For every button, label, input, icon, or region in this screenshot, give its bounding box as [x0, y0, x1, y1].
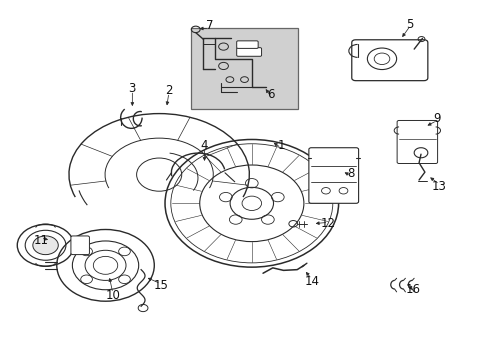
FancyBboxPatch shape: [236, 41, 258, 48]
Text: 3: 3: [128, 82, 136, 95]
Text: 7: 7: [205, 19, 213, 32]
Circle shape: [33, 236, 58, 255]
Text: 1: 1: [277, 139, 284, 152]
Text: 12: 12: [320, 217, 335, 230]
FancyBboxPatch shape: [190, 28, 298, 109]
FancyBboxPatch shape: [351, 40, 427, 81]
FancyBboxPatch shape: [396, 121, 437, 163]
Text: 5: 5: [406, 18, 413, 31]
FancyBboxPatch shape: [71, 236, 89, 255]
Text: 2: 2: [165, 84, 172, 97]
Text: 16: 16: [405, 283, 419, 296]
FancyBboxPatch shape: [308, 148, 358, 203]
Text: 14: 14: [304, 275, 319, 288]
Text: 9: 9: [432, 112, 440, 125]
Text: 10: 10: [105, 289, 120, 302]
Text: 15: 15: [153, 279, 168, 292]
Text: 13: 13: [431, 180, 446, 193]
FancyBboxPatch shape: [236, 48, 261, 56]
Text: 8: 8: [346, 167, 354, 180]
Text: 11: 11: [33, 234, 48, 247]
Text: 6: 6: [267, 88, 275, 101]
Text: 4: 4: [201, 139, 208, 152]
